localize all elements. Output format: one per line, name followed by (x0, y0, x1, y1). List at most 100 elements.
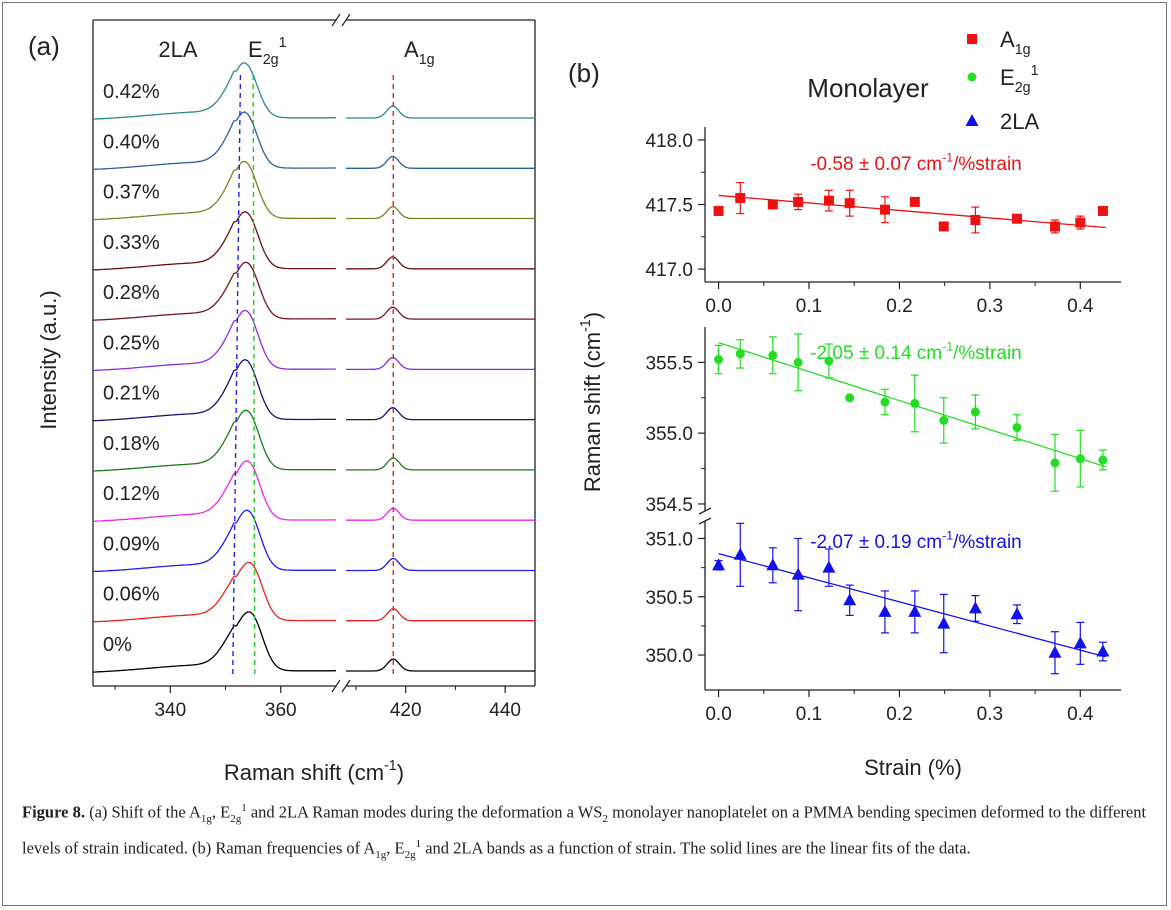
y-tick-label: 350.5 (645, 588, 693, 609)
marker-square (967, 34, 977, 44)
subplot-e2g1: 354.5 355.0 355.5 -2.05 ± 0.14 cm-1/%strain (645, 327, 1108, 516)
marker-triangle (733, 547, 747, 560)
panel-label-b: (b) (568, 58, 600, 88)
marker-triangle (843, 593, 857, 606)
spectrum-strain-label: 0.42% (103, 81, 160, 103)
marker-triangle (1073, 636, 1087, 649)
marker-circle (735, 349, 745, 359)
legend-label-sub: 2g (1015, 80, 1031, 96)
marker-circle (967, 72, 977, 82)
caption-text: 1g (200, 812, 212, 825)
fit-line (718, 194, 1106, 229)
fit-label: -2.07 ± 0.19 cm-1/%strain (810, 528, 1022, 553)
marker-circle (1050, 458, 1060, 468)
marker-square (1049, 221, 1060, 232)
spectrum-left-line (92, 409, 337, 472)
y-tick-label: 355.0 (645, 424, 693, 445)
marker-square (823, 195, 834, 206)
legend-label-sub: 1g (1015, 42, 1031, 58)
axis-break-mark (341, 13, 351, 27)
fit-label-sup: -1 (942, 528, 953, 542)
x-axis-label-b: Strain (%) (864, 755, 962, 780)
y-tick-label: 350.0 (645, 646, 693, 667)
axis-break-mark (331, 679, 341, 693)
axis-break-mark (341, 679, 351, 693)
caption-text: 2 (602, 812, 608, 825)
legend-label: 2LA (1000, 109, 1039, 134)
marker-triangle (965, 114, 979, 126)
marker-circle (793, 357, 803, 367)
fit-line (718, 553, 1106, 658)
marker-square (970, 215, 981, 225)
caption-text: (a) Shift of the A (89, 802, 201, 822)
x-tick-label: 0.3 (977, 296, 1003, 317)
spectrum-right-line (346, 256, 535, 270)
spectrum-right-line (346, 658, 535, 672)
caption-text: 1g (375, 848, 387, 861)
marker-triangle (766, 558, 780, 571)
peak-label-e2g-sub: 2g (263, 52, 279, 68)
x-axis-label-tail: ) (397, 760, 404, 785)
y-axis-label: Intensity (a.u.) (36, 290, 61, 429)
figure-caption: Figure 8. (a) Shift of the A1g, E2g1 and… (22, 796, 1152, 868)
legend-label-main: A (1000, 27, 1015, 52)
spectrum-right-line (346, 206, 535, 220)
spectrum-right-line (346, 608, 535, 622)
marker-square (938, 221, 949, 232)
marker-square (909, 196, 920, 207)
spectrum-left-line (92, 561, 336, 623)
marker-triangle (1010, 607, 1024, 620)
marker-triangle (822, 560, 836, 573)
peak-label-e2g-sup: 1 (279, 35, 287, 51)
peak-label-a1g: A1g (404, 37, 435, 68)
caption-text: , E (386, 838, 405, 858)
spectrum-left-line (92, 460, 336, 522)
spectrum-strain-label: 0.33% (103, 232, 160, 254)
panel-label-a: (a) (28, 31, 60, 61)
legend: A1g E2g1 2LA (965, 27, 1039, 134)
x-tick-label: 0.0 (705, 704, 731, 725)
peak-label-2la-main: 2LA (158, 37, 197, 62)
x-tick-label: 0.0 (705, 296, 731, 317)
spectrum-left-line (92, 210, 337, 271)
x-tick-label: 0.3 (977, 704, 1003, 725)
spectrum-strain-label: 0.28% (103, 282, 160, 304)
legend-label: E2g1 (1000, 63, 1039, 96)
spectrum-right-line (346, 356, 535, 371)
fit-label: -0.58 ± 0.07 cm-1/%strain (810, 150, 1022, 175)
spectrum-strain-label: 0.37% (103, 182, 160, 204)
caption-label: Figure 8. (22, 802, 85, 822)
legend-label-main: E (1000, 65, 1015, 90)
fit-label-tail: /%strain (953, 343, 1022, 364)
marker-square (844, 198, 855, 209)
marker-square (793, 196, 804, 207)
caption-text: and 2LA bands as a function of strain. T… (421, 838, 971, 858)
y-axis-break-mark (698, 517, 712, 525)
marker-square (735, 193, 746, 204)
x-tick-label: 420 (390, 700, 422, 721)
spectrum-strain-label: 0.21% (103, 383, 160, 405)
spectrum-left-line (92, 111, 336, 171)
spectrum-right-line (346, 457, 535, 471)
x-tick-label: 340 (154, 700, 186, 721)
marker-square (1012, 213, 1022, 224)
marker-triangle (908, 604, 922, 617)
marker-circle (824, 356, 834, 366)
caption-text: 2g (230, 812, 242, 825)
caption-text: monolayer nanoplatelet on a PMMA bending… (22, 802, 1147, 858)
x-axis-label: Raman shift (cm-1) (224, 758, 404, 785)
y-tick-label: 351.0 (645, 529, 693, 550)
spectrum-left-line (92, 309, 336, 372)
fit-label-sup: -1 (942, 339, 953, 353)
axis-break-mark (331, 13, 341, 27)
spectrum-left-line (92, 160, 336, 221)
y-axis-label-b-sup: -1 (578, 319, 594, 332)
legend-label: A1g (1000, 27, 1031, 58)
caption-text: 2g (404, 848, 416, 861)
spectrum-strain-label: 0.09% (103, 533, 160, 555)
spectrum-strain-label: 0% (103, 634, 132, 656)
x-axis-label-main: Raman shift (cm (224, 760, 384, 785)
caption-text: 1 (415, 837, 422, 850)
marker-circle (1012, 422, 1022, 432)
